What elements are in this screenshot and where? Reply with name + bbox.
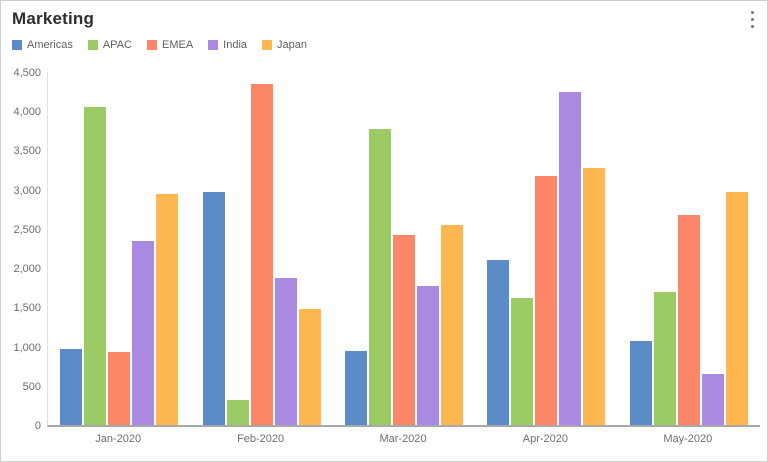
bar-apac-mar-2020[interactable] — [369, 128, 392, 425]
bar-group-apr-2020 — [475, 72, 617, 425]
legend-item-americas[interactable]: Americas — [12, 39, 73, 51]
y-tick-label: 3,000 — [13, 184, 41, 197]
legend-label: APAC — [102, 39, 132, 51]
bar-japan-feb-2020[interactable] — [298, 309, 321, 425]
kebab-dot — [750, 24, 754, 28]
plot-area — [47, 72, 760, 427]
bar-apac-jan-2020[interactable] — [84, 107, 107, 425]
bar-group-mar-2020 — [333, 72, 475, 425]
bar-group-jan-2020 — [48, 72, 190, 425]
bar-americas-may-2020[interactable] — [629, 340, 652, 425]
bar-group-may-2020 — [618, 72, 760, 425]
bar-india-mar-2020[interactable] — [417, 285, 440, 425]
bar-emea-feb-2020[interactable] — [250, 83, 273, 425]
bar-americas-jan-2020[interactable] — [60, 348, 83, 425]
legend-marker-icon — [87, 40, 98, 50]
x-tick-label: Mar-2020 — [379, 433, 427, 445]
y-tick-label: 1,500 — [13, 302, 41, 315]
legend-item-japan[interactable]: Japan — [262, 39, 307, 51]
legend-label: India — [223, 39, 248, 51]
legend-item-apac[interactable]: APAC — [87, 39, 132, 51]
kebab-dot — [750, 17, 754, 21]
legend-marker-icon — [146, 40, 157, 50]
legend-marker-icon — [262, 40, 273, 50]
bar-apac-apr-2020[interactable] — [511, 297, 534, 425]
bar-india-jan-2020[interactable] — [132, 240, 155, 425]
y-tick-label: 4,500 — [13, 67, 41, 79]
legend-label: Americas — [27, 39, 73, 51]
legend-marker-icon — [208, 40, 219, 50]
y-tick-label: 500 — [22, 380, 41, 393]
x-axis: Jan-2020 Feb-2020 Mar-2020 Apr-2020 May-2020 — [47, 433, 759, 445]
x-tick-label: Feb-2020 — [237, 433, 285, 445]
x-tick-label: Jan-2020 — [95, 433, 142, 445]
bar-emea-jan-2020[interactable] — [108, 352, 131, 425]
bar-japan-may-2020[interactable] — [725, 191, 748, 425]
bar-americas-mar-2020[interactable] — [345, 350, 368, 425]
bar-apac-may-2020[interactable] — [653, 291, 676, 425]
bar-apac-feb-2020[interactable] — [226, 399, 249, 425]
y-tick-label: 0 — [34, 420, 41, 432]
bar-india-may-2020[interactable] — [701, 374, 724, 425]
bar-americas-apr-2020[interactable] — [487, 260, 510, 425]
y-axis: 0 500 1,000 1,500 2,000 2,500 3,000 3,500 4,000 4… — [1, 1, 41, 461]
bar-india-apr-2020[interactable] — [559, 91, 582, 425]
bar-japan-jan-2020[interactable] — [156, 193, 179, 425]
y-tick-label: 3,500 — [13, 145, 41, 158]
y-tick-label: 2,000 — [13, 263, 41, 276]
bar-americas-feb-2020[interactable] — [202, 191, 225, 425]
legend-item-india[interactable]: India — [208, 39, 247, 51]
x-tick-label: May-2020 — [663, 433, 713, 445]
kebab-dot — [750, 10, 754, 14]
legend-label: Japan — [277, 39, 308, 51]
x-tick-label: Apr-2020 — [522, 433, 569, 445]
legend-marker-icon — [12, 40, 22, 50]
bar-japan-mar-2020[interactable] — [441, 225, 464, 425]
kebab-menu-icon[interactable] — [741, 5, 763, 33]
bar-japan-apr-2020[interactable] — [583, 168, 606, 425]
bar-group-feb-2020 — [190, 72, 332, 425]
y-tick-label: 4,000 — [13, 106, 41, 119]
y-tick-label: 1,000 — [13, 341, 41, 354]
bar-emea-apr-2020[interactable] — [535, 175, 558, 425]
bar-emea-mar-2020[interactable] — [393, 234, 416, 425]
y-tick-label: 2,500 — [13, 223, 41, 236]
legend-label: EMEA — [161, 39, 194, 51]
bar-emea-may-2020[interactable] — [677, 215, 700, 425]
legend-item-emea[interactable]: EMEA — [146, 39, 194, 51]
legend: Americas APAC EMEA India Japan — [12, 39, 307, 51]
chart-title: Marketing — [12, 9, 95, 28]
bar-india-feb-2020[interactable] — [274, 277, 297, 425]
